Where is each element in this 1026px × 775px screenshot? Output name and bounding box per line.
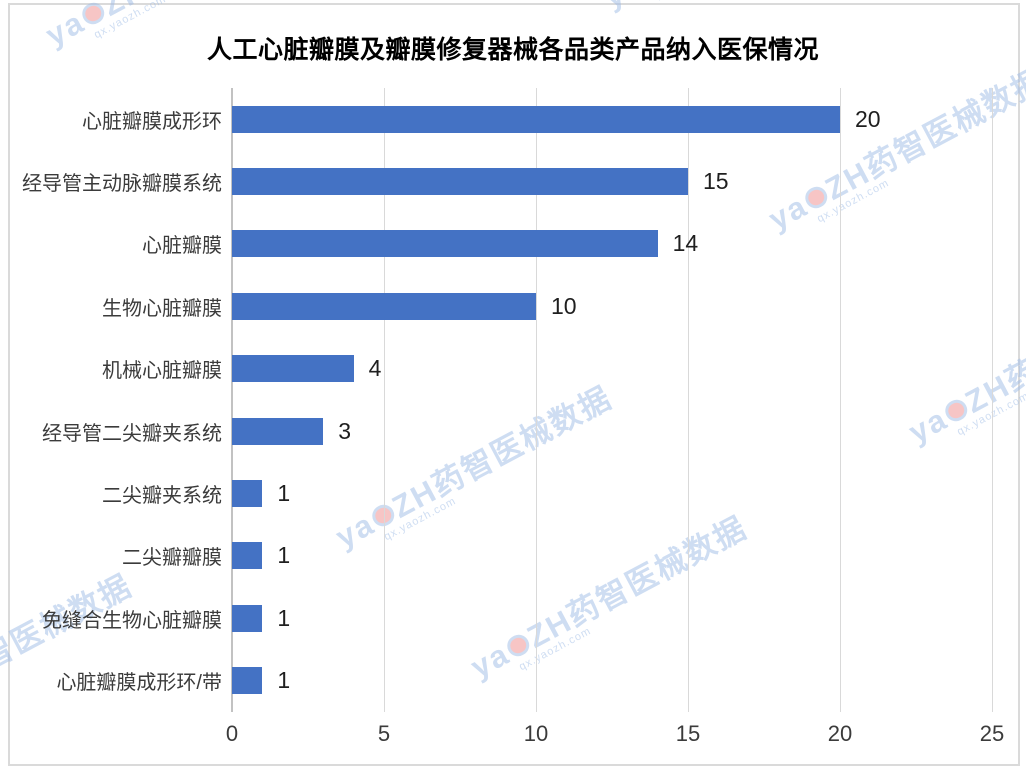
value-label: 1 <box>277 604 291 631</box>
bar-row: 心脏瓣膜成形环 20 <box>20 88 1006 150</box>
bar <box>232 542 263 570</box>
category-label: 机械心脏瓣膜 <box>102 360 222 383</box>
value-label: 3 <box>338 417 351 444</box>
value-label: 4 <box>368 355 382 382</box>
value-label: 1 <box>277 667 291 694</box>
bar <box>232 417 324 445</box>
category-label: 二尖瓣夹系统 <box>102 485 222 508</box>
chart-title: 人工心脏瓣膜及瓣膜修复器械各品类产品纳入医保情况 <box>206 36 819 64</box>
x-tick-label: 10 <box>523 721 549 746</box>
gridline <box>840 88 841 712</box>
value-label: 14 <box>672 230 699 257</box>
x-tick-label: 5 <box>377 721 391 746</box>
bar <box>232 480 263 508</box>
bar-row: 免缝合生物心脏瓣膜 1 <box>20 587 1006 649</box>
value-label: 1 <box>277 542 291 569</box>
bar-rows: 心脏瓣膜成形环 20 经导管主动脉瓣膜系统 15 心脏瓣膜 14 生物心脏瓣膜 10 机械心脏瓣… <box>20 88 1006 712</box>
value-label: 10 <box>551 292 577 319</box>
value-label: 20 <box>855 105 881 132</box>
x-tick-label: 0 <box>225 721 239 746</box>
gridline <box>992 88 993 712</box>
category-axis-line <box>231 88 233 712</box>
gridline <box>384 88 385 712</box>
x-tick-label: 15 <box>675 721 701 746</box>
category-label: 免缝合生物心脏瓣膜 <box>42 609 222 632</box>
category-label: 生物心脏瓣膜 <box>102 297 222 320</box>
category-label: 经导管二尖瓣夹系统 <box>42 422 222 445</box>
value-label: 1 <box>277 480 291 507</box>
bar-row: 心脏瓣膜成形环/带 1 <box>20 650 1006 712</box>
x-tick-label: 20 <box>827 721 853 746</box>
x-axis: 0 5 10 15 20 25 <box>226 721 1004 753</box>
bar <box>232 292 536 320</box>
category-label: 心脏瓣膜成形环 <box>82 110 222 133</box>
gridline <box>688 88 689 712</box>
bar-row: 机械心脏瓣膜 4 <box>20 338 1006 400</box>
plot-area <box>231 88 993 712</box>
bar <box>232 105 840 133</box>
category-label: 二尖瓣瓣膜 <box>122 547 222 570</box>
bar-row: 经导管二尖瓣夹系统 3 <box>20 400 1006 462</box>
bar-row: 二尖瓣夹系统 1 <box>20 462 1006 524</box>
gridline <box>536 88 537 712</box>
bar-row: 二尖瓣瓣膜 1 <box>20 525 1006 587</box>
value-label: 15 <box>703 168 729 195</box>
bar <box>232 168 688 196</box>
category-label: 心脏瓣膜成形环/带 <box>56 672 222 695</box>
x-tick-label: 25 <box>979 721 1005 746</box>
bar <box>232 355 354 383</box>
bar-row: 生物心脏瓣膜 10 <box>20 275 1006 337</box>
bar <box>232 667 263 695</box>
category-label: 经导管主动脉瓣膜系统 <box>22 173 222 196</box>
bar-row: 经导管主动脉瓣膜系统 15 <box>20 150 1006 212</box>
chart-border-frame <box>8 3 1020 766</box>
bar <box>232 604 263 632</box>
bar <box>232 230 658 258</box>
category-label: 心脏瓣膜 <box>142 235 222 258</box>
bar-row: 心脏瓣膜 14 <box>20 213 1006 275</box>
